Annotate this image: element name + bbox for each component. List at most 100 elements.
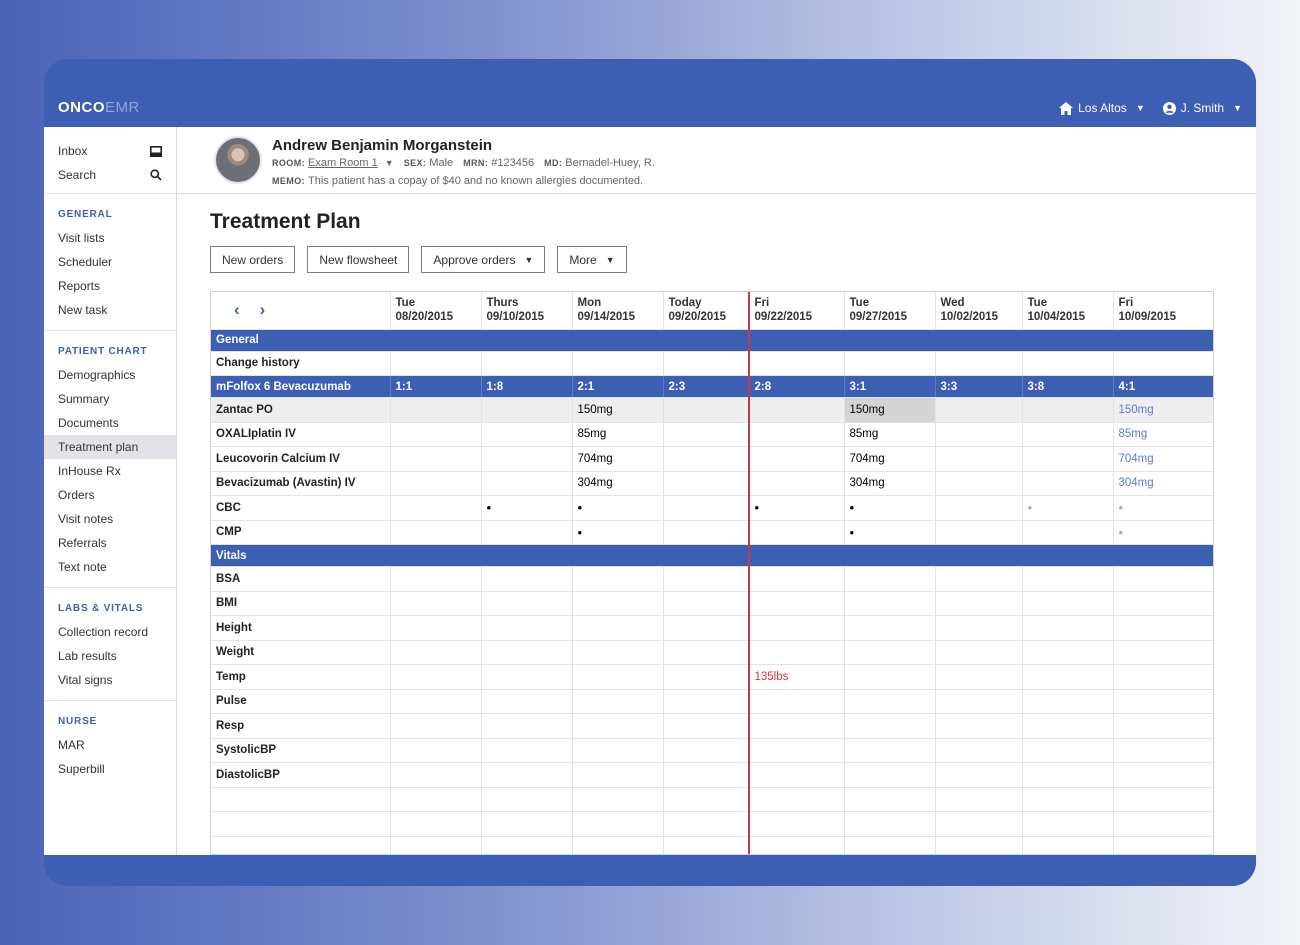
- grid-cell[interactable]: [572, 713, 664, 739]
- regimen-row[interactable]: mFolfox 6 Bevacuzumab 1:1 1:8 2:1 2:3 2:…: [211, 375, 1213, 398]
- grid-cell[interactable]: [211, 811, 391, 837]
- grid-cell[interactable]: [844, 640, 936, 665]
- grid-cell[interactable]: [935, 495, 1023, 521]
- grid-cell[interactable]: [572, 762, 664, 788]
- grid-cell[interactable]: [663, 397, 750, 423]
- grid-cell[interactable]: [1022, 591, 1114, 616]
- grid-cell[interactable]: [481, 689, 573, 714]
- grid-cell[interactable]: [663, 689, 750, 714]
- grid-cell[interactable]: [749, 713, 845, 739]
- table-row[interactable]: Resp: [211, 713, 1213, 739]
- grid-cell[interactable]: [663, 422, 750, 447]
- table-row[interactable]: [211, 836, 1213, 854]
- sidebar-item-mar[interactable]: MAR: [58, 738, 85, 752]
- grid-cell[interactable]: [663, 713, 750, 739]
- grid-cell[interactable]: [749, 397, 845, 423]
- grid-cell[interactable]: [1022, 689, 1114, 714]
- grid-cell[interactable]: [572, 664, 664, 690]
- sidebar-item-scheduler[interactable]: Scheduler: [58, 255, 113, 269]
- grid-cell[interactable]: 85mg: [572, 422, 664, 447]
- grid-cell[interactable]: •: [844, 520, 936, 545]
- sidebar-item-new-task[interactable]: New task: [58, 303, 108, 317]
- grid-cell[interactable]: [749, 787, 845, 812]
- grid-cell[interactable]: [390, 836, 482, 854]
- date-column-header[interactable]: Fri 10/09/2015: [1113, 292, 1213, 330]
- grid-cell[interactable]: [572, 640, 664, 665]
- grid-cell[interactable]: [935, 591, 1023, 616]
- grid-cell[interactable]: [663, 520, 750, 545]
- new-flowsheet-button[interactable]: New flowsheet: [307, 246, 410, 273]
- table-row[interactable]: BMI: [211, 591, 1213, 616]
- sidebar-item-lab-results[interactable]: Lab results: [58, 649, 117, 663]
- grid-cell[interactable]: [390, 787, 482, 812]
- table-row[interactable]: SystolicBP: [211, 738, 1213, 763]
- grid-cell[interactable]: [1022, 566, 1114, 592]
- grid-cell[interactable]: 85mg: [844, 422, 936, 447]
- grid-cell[interactable]: [1113, 640, 1213, 665]
- grid-cell[interactable]: [663, 664, 750, 690]
- grid-cell[interactable]: [663, 471, 750, 496]
- grid-cell[interactable]: •: [572, 520, 664, 545]
- grid-cell[interactable]: [844, 787, 936, 812]
- grid-cell[interactable]: [572, 787, 664, 812]
- table-row[interactable]: [211, 787, 1213, 812]
- table-row[interactable]: Height: [211, 615, 1213, 641]
- grid-cell[interactable]: [844, 738, 936, 763]
- grid-cell[interactable]: [935, 811, 1023, 837]
- date-column-header[interactable]: Tue 09/27/2015: [844, 292, 936, 330]
- grid-cell[interactable]: [663, 446, 750, 472]
- date-column-header[interactable]: Fri 09/22/2015: [749, 292, 845, 330]
- grid-cell[interactable]: [749, 811, 845, 837]
- grid-cell[interactable]: [1022, 713, 1114, 739]
- grid-cell[interactable]: [390, 397, 482, 423]
- grid-cell[interactable]: [844, 664, 936, 690]
- grid-cell[interactable]: [481, 520, 573, 545]
- grid-cell[interactable]: [844, 713, 936, 739]
- grid-cell[interactable]: [1022, 762, 1114, 788]
- grid-cell[interactable]: [390, 471, 482, 496]
- sidebar-item-visit-lists[interactable]: Visit lists: [58, 231, 105, 245]
- grid-cell[interactable]: [1113, 836, 1213, 854]
- grid-cell[interactable]: [572, 566, 664, 592]
- grid-cell[interactable]: •: [1113, 495, 1213, 521]
- table-row[interactable]: Zantac PO 150mg 150mg 150mg: [211, 397, 1213, 423]
- grid-cell[interactable]: 704mg: [1113, 446, 1213, 472]
- grid-cell[interactable]: [390, 495, 482, 521]
- grid-cell[interactable]: [935, 738, 1023, 763]
- grid-cell[interactable]: [481, 591, 573, 616]
- date-column-header[interactable]: Today 09/20/2015: [663, 292, 750, 330]
- grid-cell[interactable]: [390, 689, 482, 714]
- grid-cell[interactable]: [1022, 640, 1114, 665]
- grid-cell[interactable]: [663, 566, 750, 592]
- grid-cell[interactable]: [663, 591, 750, 616]
- date-column-header[interactable]: Thurs 09/10/2015: [481, 292, 573, 330]
- grid-cell[interactable]: 304mg: [572, 471, 664, 496]
- sidebar-item-documents[interactable]: Documents: [58, 416, 119, 430]
- grid-cell[interactable]: [481, 787, 573, 812]
- grid-cell[interactable]: [844, 615, 936, 641]
- grid-cell[interactable]: 135lbs: [749, 664, 845, 690]
- grid-cell[interactable]: [663, 787, 750, 812]
- grid-cell[interactable]: 150mg: [572, 397, 664, 423]
- grid-cell[interactable]: [390, 422, 482, 447]
- grid-cell[interactable]: [572, 738, 664, 763]
- table-row[interactable]: CMP • • •: [211, 520, 1213, 545]
- grid-cell[interactable]: •: [844, 495, 936, 521]
- sidebar-item-visit-notes[interactable]: Visit notes: [58, 512, 114, 526]
- sidebar-item-vital-signs[interactable]: Vital signs: [58, 673, 113, 687]
- sidebar-item-superbill[interactable]: Superbill: [58, 762, 105, 776]
- grid-cell[interactable]: [935, 836, 1023, 854]
- grid-cell[interactable]: [935, 397, 1023, 423]
- grid-cell[interactable]: [1113, 811, 1213, 837]
- table-row[interactable]: Change history: [211, 351, 1213, 376]
- grid-cell[interactable]: [935, 615, 1023, 641]
- table-row[interactable]: Weight: [211, 640, 1213, 665]
- grid-cell[interactable]: [390, 713, 482, 739]
- sidebar-item-treatment-plan[interactable]: Treatment plan: [44, 435, 176, 459]
- sidebar-item-demographics[interactable]: Demographics: [58, 368, 136, 382]
- grid-cell[interactable]: [1113, 738, 1213, 763]
- grid-cell[interactable]: 304mg: [844, 471, 936, 496]
- grid-cell[interactable]: [749, 640, 845, 665]
- grid-cell[interactable]: [481, 738, 573, 763]
- chevron-right-icon[interactable]: ›: [259, 300, 266, 320]
